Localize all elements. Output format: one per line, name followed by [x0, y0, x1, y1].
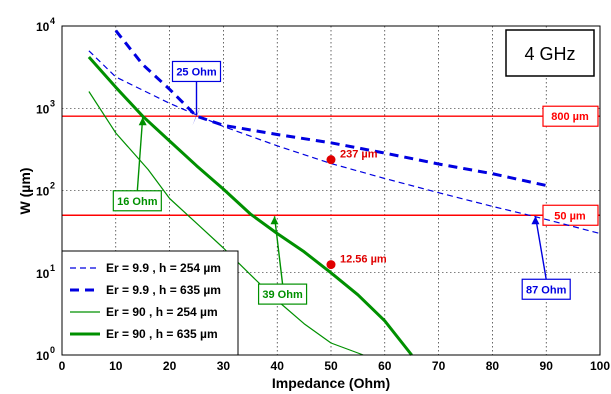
annotation-box — [257, 283, 308, 305]
annotation-text: 16 Ohm — [117, 196, 158, 208]
y-tick-base: 10 — [36, 102, 50, 116]
annotation: 16 Ohm — [112, 117, 162, 212]
x-tick-label: 60 — [378, 359, 392, 373]
annotation: 39 Ohm — [257, 216, 308, 305]
frequency-label: 4 GHz — [524, 44, 575, 64]
y-tick-base: 10 — [36, 267, 50, 281]
y-tick-label: 10 2 — [36, 181, 55, 199]
series-line-1 — [88, 50, 601, 235]
annotation-box — [521, 278, 571, 300]
reference-label-text: 50 µm — [554, 210, 586, 222]
y-tick-label: 10 4 — [36, 16, 55, 34]
legend-entry: Er = 90 , h = 254 µm — [70, 305, 218, 319]
plot-frame — [61, 25, 601, 356]
x-tick-label: 10 — [109, 359, 123, 373]
annotation-text: 39 Ohm — [262, 289, 303, 301]
y-tick-base: 10 — [36, 185, 50, 199]
x-tick-labels: 0 10 20 30 40 50 60 70 80 90 100 — [59, 359, 611, 373]
y-tick-exponent: 3 — [50, 98, 55, 108]
annotation-arrow-head — [138, 117, 147, 126]
annotation: 25 Ohm — [171, 60, 222, 126]
legend-label: Er = 9.9 , h = 254 µm — [106, 261, 221, 275]
series-line-4 — [87, 56, 413, 356]
annotation-arrow-shaft — [273, 216, 284, 285]
y-tick-exponent: 4 — [50, 16, 55, 26]
marked-point: 237 µm — [326, 149, 378, 165]
annotation-arrow-shaft — [534, 216, 547, 280]
y-tick-exponent: 0 — [50, 345, 55, 355]
legend-entry: Er = 90 , h = 635 µm — [70, 327, 218, 341]
point-marker — [326, 260, 336, 270]
annotation-text: 87 Ohm — [526, 284, 567, 296]
y-tick-base: 10 — [36, 349, 50, 363]
point-label: 12.56 µm — [340, 254, 387, 266]
x-tick-label: 100 — [590, 359, 610, 373]
series-line-3 — [88, 91, 364, 356]
reference-label: 800 µm — [542, 105, 599, 127]
annotation-arrow-head — [192, 107, 201, 126]
y-tick-label: 10 1 — [36, 263, 55, 281]
x-tick-label: 50 — [324, 359, 338, 373]
reference-label-text: 800 µm — [551, 111, 589, 123]
annotation-box — [171, 60, 222, 83]
annotation-box — [112, 190, 162, 212]
x-tick-label: 70 — [432, 359, 446, 373]
x-tick-label: 90 — [540, 359, 554, 373]
annotation-text: 25 Ohm — [176, 66, 217, 78]
x-tick-label: 20 — [163, 359, 177, 373]
y-tick-exponent: 1 — [50, 263, 55, 273]
reference-lines: 800 µm 50 µm — [62, 105, 600, 226]
x-tick-label: 0 — [59, 359, 66, 373]
y-tick-label: 10 0 — [36, 345, 55, 363]
reference-label-box — [542, 105, 599, 127]
x-tick-label: 80 — [486, 359, 500, 373]
annotation: 87 Ohm — [521, 216, 571, 300]
annotation-arrow-shaft — [136, 117, 144, 191]
legend-label: Er = 90 , h = 635 µm — [106, 327, 218, 341]
legend-entry: Er = 9.9 , h = 254 µm — [70, 261, 221, 275]
point-label: 237 µm — [340, 149, 378, 161]
y-tick-label: 10 3 — [36, 98, 55, 116]
reference-label: 50 µm — [542, 204, 599, 226]
frequency-box: 4 GHz — [505, 29, 595, 77]
annotation-arrow-head — [531, 216, 540, 225]
x-tick-label: 40 — [271, 359, 285, 373]
annotations: 25 Ohm 87 Ohm 16 Ohm 39 Ohm — [112, 60, 571, 305]
series-line-2 — [114, 29, 547, 187]
marked-point: 12.56 µm — [326, 254, 387, 270]
legend: Er = 9.9 , h = 254 µm Er = 9.9 , h = 635 … — [61, 250, 239, 356]
series-lines — [87, 29, 601, 356]
reference-label-box — [542, 204, 599, 226]
legend-label: Er = 90 , h = 254 µm — [106, 305, 218, 319]
y-axis-label: W (µm) — [17, 168, 33, 215]
legend-entry: Er = 9.9 , h = 635 µm — [70, 283, 221, 297]
x-tick-label: 30 — [217, 359, 231, 373]
legend-label: Er = 9.9 , h = 635 µm — [106, 283, 221, 297]
annotation-arrow-head — [270, 216, 279, 225]
y-tick-base: 10 — [36, 20, 50, 34]
point-marker — [326, 155, 336, 165]
x-axis-label: Impedance (Ohm) — [272, 375, 390, 391]
y-tick-exponent: 2 — [50, 181, 55, 191]
marked-points: 237 µm 12.56 µm — [326, 149, 387, 270]
